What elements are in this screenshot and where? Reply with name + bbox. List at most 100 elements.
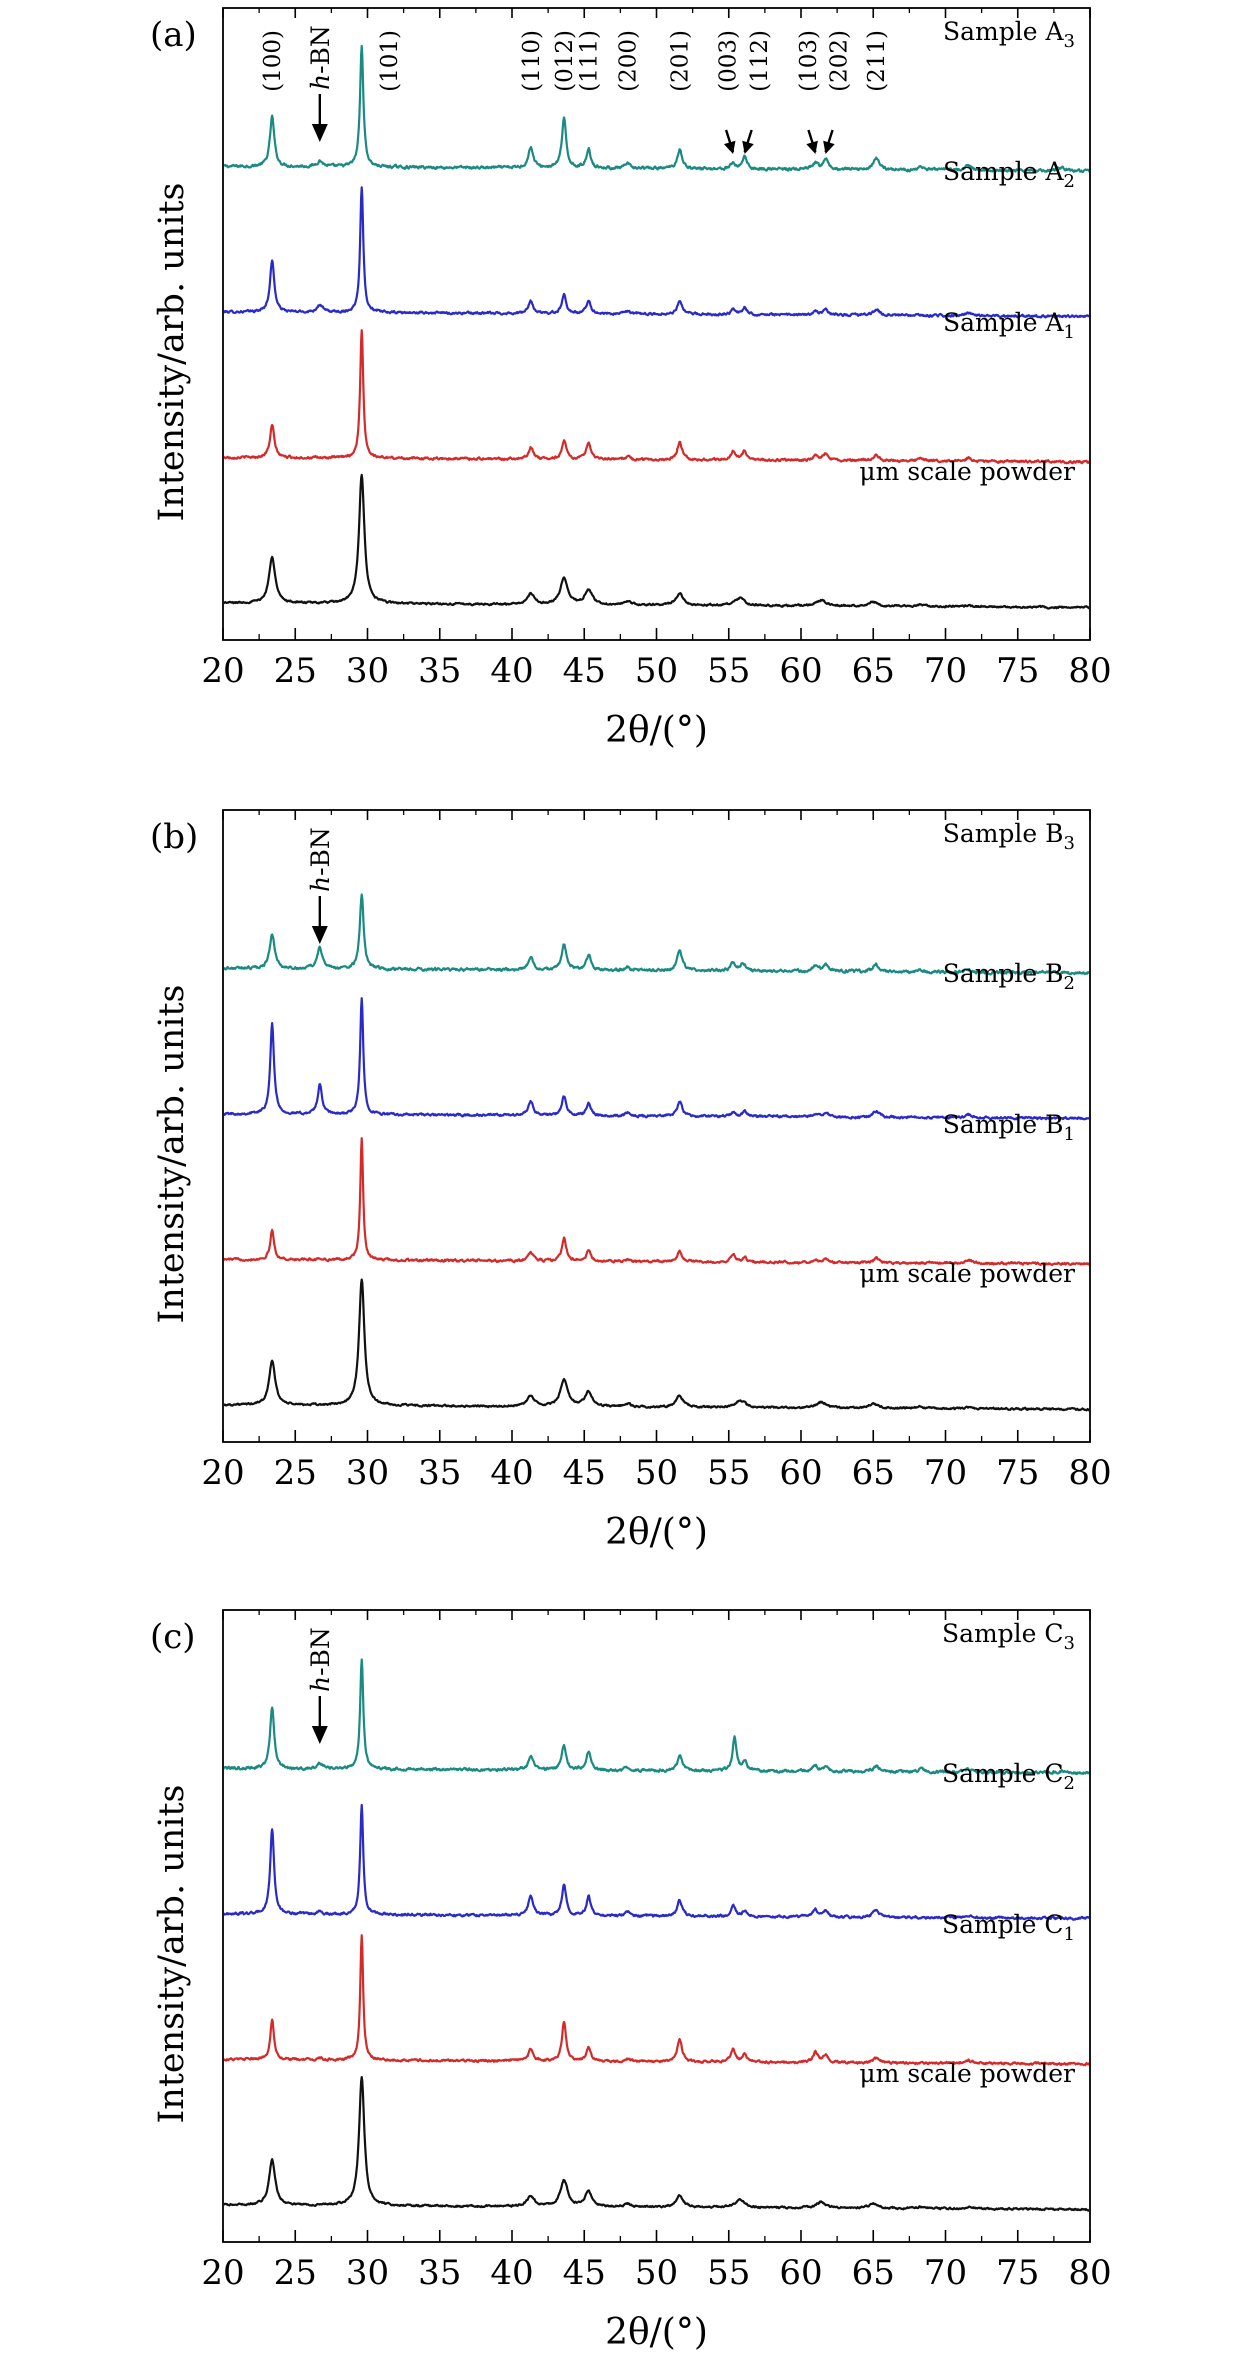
series-name: Sample B	[943, 1110, 1064, 1139]
peak-index-label: (211)	[864, 30, 890, 92]
series-line	[224, 893, 1089, 976]
series-label: Sample C2	[942, 1759, 1075, 1794]
x-tick-label: 35	[418, 651, 461, 691]
peak-index-label: (012)	[552, 30, 578, 92]
y-axis-title: Intensity/arb. units	[152, 182, 192, 521]
hbn-arrow-head	[311, 926, 328, 944]
x-tick-label: 75	[996, 651, 1039, 691]
series-subscript: 2	[1064, 1773, 1075, 1794]
y-axis-title: Intensity/arb. units	[152, 1784, 192, 2123]
series-line	[224, 1658, 1089, 1776]
series-name: Sample B	[943, 819, 1064, 848]
hbn-marker: h-BN	[306, 25, 335, 142]
series-name: Sample A	[943, 308, 1064, 337]
series-label: Sample A2	[943, 157, 1075, 192]
hbn-suffix: -BN	[306, 25, 335, 74]
hbn-italic: h	[306, 74, 335, 90]
x-tick-label: 80	[1068, 1453, 1111, 1493]
x-axis: 20 25 30 35 40 45 50 55 60 65 70 75 80	[201, 810, 1112, 1493]
series-subscript: 3	[1064, 1633, 1075, 1654]
series-subscript: 3	[1064, 31, 1075, 52]
series-line	[224, 186, 1089, 319]
peak-index-label: (202)	[827, 30, 853, 92]
x-tick-label: 70	[924, 651, 967, 691]
x-tick-label: 30	[346, 1453, 389, 1493]
series-line	[224, 1934, 1089, 2067]
series-line	[224, 473, 1089, 610]
x-tick-label: 40	[490, 651, 533, 691]
hbn-suffix: -BN	[306, 1627, 335, 1676]
x-tick-label: 60	[779, 651, 822, 691]
series-label: Sample A1	[943, 308, 1075, 343]
hbn-label: h-BN	[306, 1627, 335, 1692]
series-name: Sample C	[942, 1759, 1064, 1788]
series-line	[224, 1137, 1089, 1267]
peak-index-label: (200)	[616, 30, 642, 92]
series-group	[224, 1658, 1089, 2212]
hbn-suffix: -BN	[306, 827, 335, 876]
x-axis: 20 25 30 35 40 45 50 55 60 65 70 75 80	[201, 1610, 1112, 2293]
peak-index-label: (003)	[715, 30, 741, 92]
x-tick-label: 25	[274, 2253, 317, 2293]
panel-label: (c)	[150, 1617, 196, 1657]
series-subscript: 3	[1064, 833, 1075, 854]
peak-index-label: (201)	[668, 30, 694, 92]
series-label: Sample A3	[943, 17, 1075, 52]
x-tick-label: 60	[779, 1453, 822, 1493]
panel-2: 20 25 30 35 40 45 50 55 60 65 70 75 80 2θ/(°) Intensit…	[150, 809, 1112, 1553]
series-label: μm scale powder	[859, 457, 1075, 486]
x-tick-label: 45	[563, 2253, 606, 2293]
x-tick-label: 35	[418, 1453, 461, 1493]
panel-label: (a)	[150, 15, 197, 55]
series-line	[224, 1278, 1089, 1412]
x-tick-label: 20	[201, 2253, 244, 2293]
peak-index-label: (112)	[747, 30, 773, 92]
x-tick-label: 80	[1068, 651, 1111, 691]
x-tick-label: 60	[779, 2253, 822, 2293]
series-name: Sample A	[943, 157, 1064, 186]
series-label: Sample B3	[943, 819, 1075, 854]
x-tick-label: 45	[563, 651, 606, 691]
series-subscript: 1	[1064, 1124, 1075, 1145]
x-tick-label: 40	[490, 2253, 533, 2293]
x-tick-label: 55	[707, 1453, 750, 1493]
series-subscript: 1	[1064, 1924, 1075, 1945]
series-label: Sample B1	[943, 1110, 1075, 1145]
series-label: Sample C1	[942, 1910, 1075, 1945]
x-tick-label: 25	[274, 651, 317, 691]
x-tick-label: 50	[635, 2253, 678, 2293]
hbn-arrow-head	[311, 124, 328, 142]
x-tick-label: 65	[852, 1453, 895, 1493]
peak-index-label: (103)	[796, 30, 822, 92]
series-line	[224, 44, 1089, 174]
peak-arrow-head	[823, 140, 835, 154]
peak-index-label: (111)	[577, 30, 603, 92]
peak-index-label: (101)	[377, 30, 403, 92]
hbn-label: h-BN	[306, 25, 335, 90]
hbn-italic: h	[306, 876, 335, 892]
series-label: Sample B2	[943, 959, 1075, 994]
series-name: Sample B	[943, 959, 1064, 988]
series-subscript: 2	[1064, 973, 1075, 994]
x-tick-label: 70	[924, 1453, 967, 1493]
peak-arrow-head	[742, 140, 754, 154]
series-name: Sample C	[942, 1619, 1064, 1648]
series-group	[224, 44, 1089, 610]
x-tick-label: 80	[1068, 2253, 1111, 2293]
hbn-label: h-BN	[306, 827, 335, 892]
x-tick-label: 25	[274, 1453, 317, 1493]
x-axis-title: 2θ/(°)	[605, 2312, 708, 2353]
x-tick-label: 30	[346, 651, 389, 691]
x-tick-label: 20	[201, 651, 244, 691]
x-tick-label: 65	[852, 2253, 895, 2293]
series-name: Sample C	[942, 1910, 1064, 1939]
peak-index-label: (100)	[260, 30, 286, 92]
y-axis-title: Intensity/arb. units	[152, 984, 192, 1323]
series-group	[224, 893, 1089, 1412]
x-tick-label: 75	[996, 2253, 1039, 2293]
series-line	[224, 997, 1089, 1121]
series-name: Sample A	[943, 17, 1064, 46]
x-tick-label: 70	[924, 2253, 967, 2293]
series-line	[224, 1803, 1089, 1921]
